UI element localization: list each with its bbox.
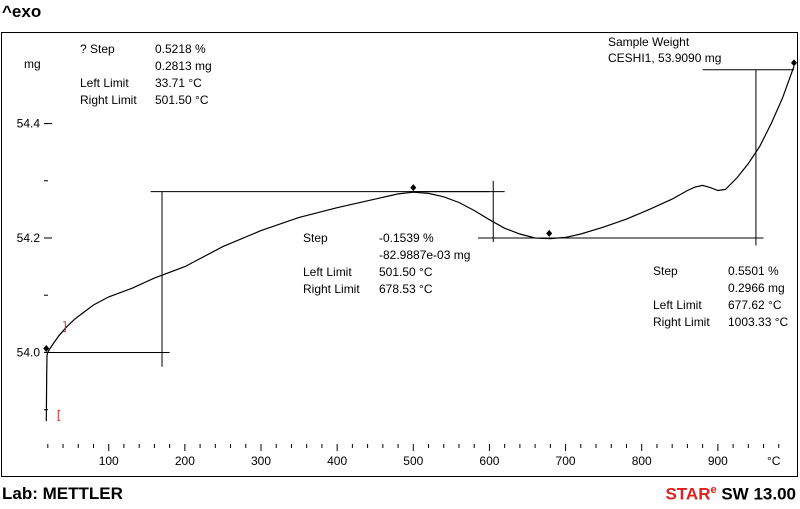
eval2-right-limit-label: Right Limit	[303, 282, 360, 296]
eval2-step-mg: -82.9887e-03 mg	[379, 248, 470, 262]
eval1-step-percent: 0.5218 %	[155, 42, 206, 56]
eval3-right-limit-label: Right Limit	[653, 315, 710, 329]
eval3-left-limit-value: 677.62 °C	[728, 298, 782, 312]
eval1-right-limit-label: Right Limit	[80, 93, 137, 107]
evaluation-lines	[44, 69, 794, 367]
x-tick-label-300: 300	[251, 454, 271, 468]
x-tick-label-600: 600	[479, 454, 499, 468]
eval1-step-mg: 0.2813 mg	[155, 59, 212, 73]
eval3-anchor-marker	[791, 59, 797, 67]
eval2-left-limit-value: 501.50 °C	[379, 265, 433, 279]
x-axis-unit-label: °C	[767, 454, 781, 468]
software-version: SW 13.00	[721, 484, 796, 504]
y-axis-unit-label: mg	[24, 57, 41, 71]
evaluation-2-results: Step -0.1539 % -82.9887e-03 mg Left Limi…	[303, 231, 470, 296]
evaluation-1-results: ? Step 0.5218 % 0.2813 mg Left Limit 33.…	[80, 42, 212, 107]
x-tick-label-100: 100	[99, 454, 119, 468]
star-logo-superscript: e	[710, 484, 717, 496]
software-version-label: STARe SW 13.00	[665, 484, 796, 505]
star-logo-r: R	[698, 484, 711, 504]
eval1-right-limit-value: 501.50 °C	[155, 93, 209, 107]
eval2-step-label: Step	[303, 231, 328, 245]
exo-direction-label: ^exo	[2, 2, 42, 21]
sample-weight-title: Sample Weight	[608, 35, 690, 49]
eval3-step-mg: 0.2966 mg	[728, 281, 785, 295]
sample-weight-box: Sample Weight CESHI1, 53.9090 mg	[608, 35, 721, 65]
eval3-right-limit-value: 1003.33 °C	[728, 315, 789, 329]
sample-weight-value: CESHI1, 53.9090 mg	[608, 51, 721, 65]
x-tick-label-200: 200	[175, 454, 195, 468]
eval1-left-limit-label: Left Limit	[80, 76, 129, 90]
evaluation-3-results: Step 0.5501 % 0.2966 mg Left Limit 677.6…	[653, 264, 789, 329]
eval3-step-percent: 0.5501 %	[728, 264, 779, 278]
markers	[43, 59, 797, 421]
x-tick-label-500: 500	[403, 454, 423, 468]
eval1-anchor-marker	[410, 184, 417, 192]
eval1-step-label: ? Step	[80, 42, 115, 56]
curve-layer	[45, 66, 795, 422]
x-tick-label-900: 900	[708, 454, 728, 468]
eval2-anchor-marker	[546, 229, 553, 237]
axes: 100 200 300 400 500 600 700 800 900 54.0 54.2 54.4	[17, 117, 780, 468]
eval2-left-limit-label: Left Limit	[303, 265, 352, 279]
y-tick-label-54.4: 54.4	[17, 117, 41, 131]
eval1-limit-bracket	[57, 409, 61, 421]
x-tick-label-800: 800	[632, 454, 652, 468]
lab-label: Lab: METTLER	[2, 484, 123, 503]
eval1-limit-bracket	[63, 321, 66, 333]
eval1-anchor-marker	[43, 344, 50, 352]
x-tick-label-400: 400	[327, 454, 347, 468]
plot-frame	[1, 32, 798, 477]
y-tick-label-54.2: 54.2	[17, 231, 41, 245]
star-logo-ta: TA	[676, 484, 699, 504]
x-tick-label-700: 700	[556, 454, 576, 468]
tga-chart: 100 200 300 400 500 600 700 800 90054.054.254.4 …	[1, 32, 798, 477]
eval2-right-limit-value: 678.53 °C	[379, 282, 433, 296]
y-tick-label-54.0: 54.0	[17, 345, 41, 359]
eval3-step-label: Step	[653, 264, 678, 278]
star-logo-s: S	[665, 484, 677, 504]
eval3-left-limit-label: Left Limit	[653, 298, 702, 312]
tga-curve-1	[45, 66, 795, 422]
eval1-left-limit-value: 33.71 °C	[155, 76, 202, 90]
eval2-step-percent: -0.1539 %	[379, 231, 434, 245]
